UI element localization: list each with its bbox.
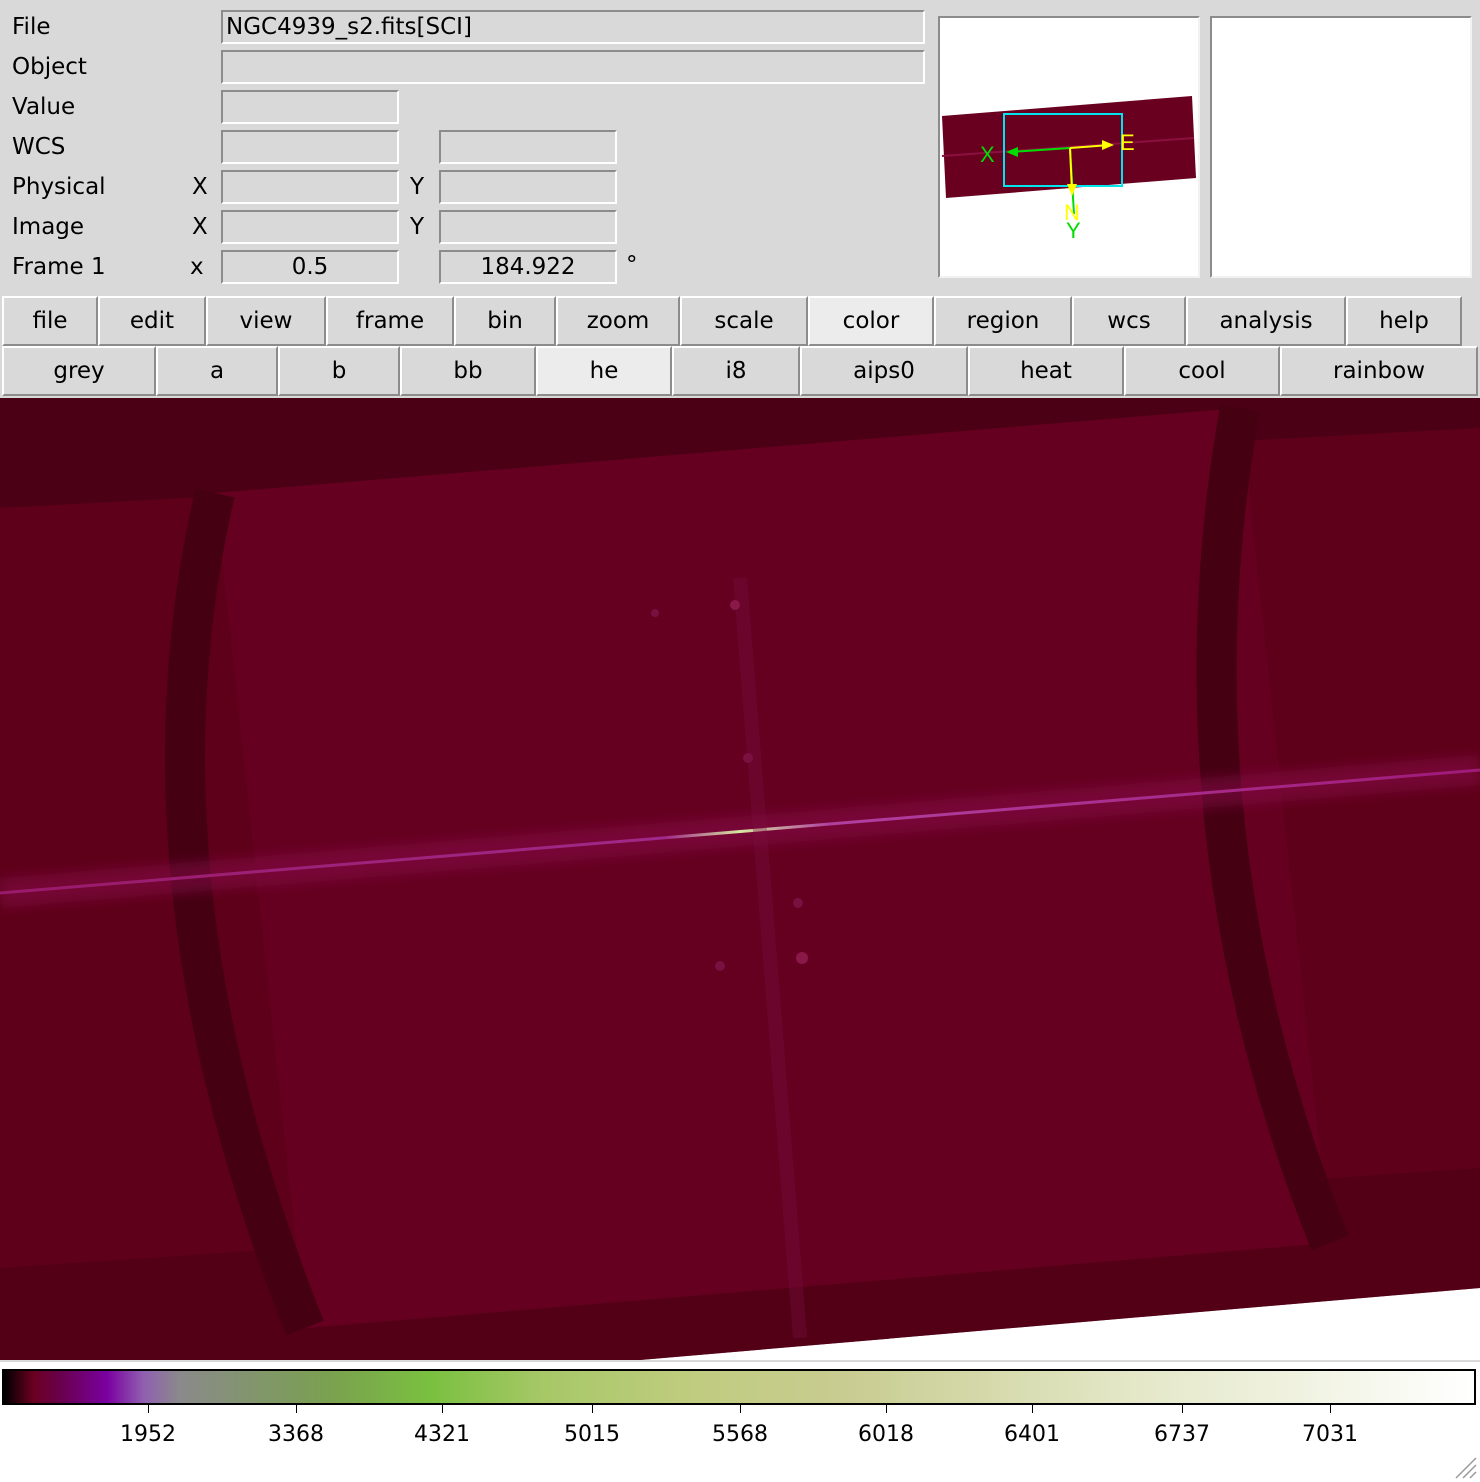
emission-feature bbox=[733, 577, 807, 1339]
colorbar-tick-label: 1952 bbox=[120, 1422, 176, 1447]
menu-view[interactable]: view bbox=[206, 296, 326, 346]
colorbar-tick-label: 5568 bbox=[712, 1422, 768, 1447]
image-canvas[interactable] bbox=[0, 398, 1480, 1360]
menu-color[interactable]: color bbox=[808, 296, 934, 346]
colorbar[interactable] bbox=[2, 1369, 1476, 1405]
wcs-field-1[interactable] bbox=[221, 130, 399, 164]
physical-x-label: X bbox=[192, 174, 208, 200]
panner-x-label: X bbox=[980, 142, 995, 167]
menu-file[interactable]: file bbox=[2, 296, 98, 346]
colorbar-tick-mark bbox=[1182, 1405, 1183, 1413]
panner-n-arrowhead bbox=[1067, 184, 1077, 196]
colormap-grey[interactable]: grey bbox=[2, 346, 156, 396]
panner-spectrum-line bbox=[941, 137, 1195, 157]
image-display[interactable] bbox=[0, 398, 1480, 1360]
image-arc-left bbox=[165, 488, 324, 1336]
colormap-rainbow[interactable]: rainbow bbox=[1280, 346, 1478, 396]
colorbar-tick-label: 4321 bbox=[414, 1422, 470, 1447]
image-spot-3 bbox=[796, 952, 808, 964]
colorbar-tick-mark bbox=[148, 1405, 149, 1413]
menu-edit[interactable]: edit bbox=[98, 296, 206, 346]
colormap-bb[interactable]: bb bbox=[400, 346, 536, 396]
panner-x-arrowhead bbox=[1006, 147, 1018, 157]
colormap-heat[interactable]: heat bbox=[968, 346, 1124, 396]
image-spot-4 bbox=[715, 961, 725, 971]
colorbar-tick-mark bbox=[1032, 1405, 1033, 1413]
value-field[interactable] bbox=[221, 90, 399, 124]
object-label: Object bbox=[12, 54, 87, 80]
image-y-label: Y bbox=[410, 214, 425, 240]
colorbar-tick-mark bbox=[296, 1405, 297, 1413]
colormap-aips0[interactable]: aips0 bbox=[800, 346, 968, 396]
panner[interactable]: X Y E N bbox=[938, 16, 1200, 278]
colorbar-tick-label: 7031 bbox=[1302, 1422, 1358, 1447]
menu-help[interactable]: help bbox=[1346, 296, 1462, 346]
physical-y-label: Y bbox=[410, 174, 425, 200]
colormap-i8[interactable]: i8 bbox=[672, 346, 800, 396]
image-x-label: X bbox=[192, 214, 208, 240]
magnifier bbox=[1210, 16, 1472, 278]
physical-x-field[interactable] bbox=[221, 170, 399, 204]
image-arc-right bbox=[1196, 404, 1349, 1251]
colormap-cool[interactable]: cool bbox=[1124, 346, 1280, 396]
menu-bin[interactable]: bin bbox=[454, 296, 556, 346]
colorbar-tick-label: 3368 bbox=[268, 1422, 324, 1447]
colormap-b[interactable]: b bbox=[278, 346, 400, 396]
zoom-field[interactable]: 0.5 bbox=[221, 250, 399, 284]
menu-wcs[interactable]: wcs bbox=[1072, 296, 1186, 346]
object-field[interactable] bbox=[221, 50, 925, 84]
value-label: Value bbox=[12, 94, 76, 120]
colormap-he[interactable]: he bbox=[536, 346, 672, 396]
menu-analysis[interactable]: analysis bbox=[1186, 296, 1346, 346]
colormap-bar: grey a b bb he i8 aips0 heat cool rainbow bbox=[2, 346, 1478, 396]
panner-n-label: N bbox=[1064, 200, 1080, 225]
colorbar-tick-label: 5015 bbox=[564, 1422, 620, 1447]
panner-e-arrowhead bbox=[1102, 140, 1114, 150]
panner-y-label: Y bbox=[1066, 218, 1081, 243]
angle-field[interactable]: 184.922 bbox=[439, 250, 617, 284]
resize-grip-icon[interactable] bbox=[1452, 1454, 1478, 1480]
image-spot-1 bbox=[730, 600, 740, 610]
menu-scale[interactable]: scale bbox=[680, 296, 808, 346]
menu-zoom[interactable]: zoom bbox=[556, 296, 680, 346]
wcs-field-2[interactable] bbox=[439, 130, 617, 164]
wcs-label: WCS bbox=[12, 134, 66, 160]
colorbar-tick-label: 6018 bbox=[858, 1422, 914, 1447]
panner-view[interactable]: X Y E N bbox=[940, 18, 1198, 276]
colorbar-tick-label: 6737 bbox=[1154, 1422, 1210, 1447]
image-y-field[interactable] bbox=[439, 210, 617, 244]
colorbar-tick-label: 6401 bbox=[1004, 1422, 1060, 1447]
image-spot-6 bbox=[793, 898, 803, 908]
panner-x-arrow bbox=[1009, 147, 1071, 153]
physical-label: Physical bbox=[12, 174, 106, 200]
menu-bar: file edit view frame bin zoom scale color region… bbox=[2, 296, 1478, 346]
frame-x-label: x bbox=[190, 254, 204, 280]
image-spot-2 bbox=[651, 609, 659, 617]
spectrum-trace bbox=[0, 768, 1480, 895]
menu-region[interactable]: region bbox=[934, 296, 1072, 346]
colorbar-tick-mark bbox=[1330, 1405, 1331, 1413]
panner-e-label: E bbox=[1120, 130, 1135, 155]
degree-symbol: ° bbox=[626, 252, 638, 278]
physical-y-field[interactable] bbox=[439, 170, 617, 204]
file-label: File bbox=[12, 14, 51, 40]
image-spot-5 bbox=[743, 753, 753, 763]
colorbar-tick-mark bbox=[886, 1405, 887, 1413]
colorbar-tick-mark bbox=[592, 1405, 593, 1413]
colorbar-tick-mark bbox=[740, 1405, 741, 1413]
colormap-a[interactable]: a bbox=[156, 346, 278, 396]
menu-frame[interactable]: frame bbox=[326, 296, 454, 346]
image-chip bbox=[215, 408, 1330, 1328]
colorbar-tick-mark bbox=[442, 1405, 443, 1413]
image-label: Image bbox=[12, 214, 85, 240]
file-field[interactable]: NGC4939_s2.fits[SCI] bbox=[221, 10, 925, 44]
image-x-field[interactable] bbox=[221, 210, 399, 244]
panner-bbox[interactable] bbox=[1003, 113, 1123, 187]
frame-label: Frame 1 bbox=[12, 254, 106, 280]
